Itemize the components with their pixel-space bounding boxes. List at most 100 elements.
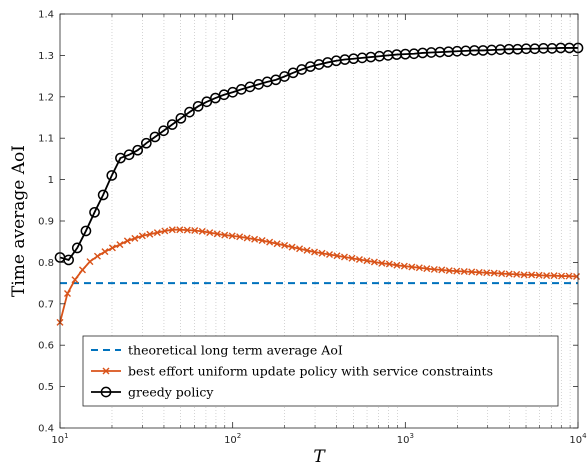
data-point <box>123 149 135 161</box>
data-point <box>176 226 184 234</box>
data-point <box>408 263 416 271</box>
legend-entry-2: greedy policy <box>91 385 214 400</box>
data-point <box>318 249 326 257</box>
data-point <box>86 258 94 266</box>
data-point <box>63 289 71 297</box>
data-point <box>415 264 423 272</box>
y-tick-label: 0.8 <box>38 258 54 269</box>
data-point <box>146 230 154 238</box>
data-point <box>123 237 131 245</box>
data-point <box>281 241 289 249</box>
x-tick-label: 104 <box>569 432 587 446</box>
y-tick-label: 1.4 <box>38 10 54 21</box>
x-tick-label: 103 <box>397 432 414 446</box>
x-tick-exponent: 3 <box>409 432 413 440</box>
data-point <box>243 234 251 242</box>
data-point <box>166 119 178 130</box>
data-point <box>326 251 334 259</box>
data-point <box>149 131 161 143</box>
data-point <box>206 229 214 237</box>
data-point <box>251 235 259 243</box>
x-axis-label: T <box>313 447 326 467</box>
data-point <box>535 271 543 279</box>
data-point <box>273 240 281 248</box>
data-point <box>236 233 244 241</box>
legend-marker <box>100 386 112 398</box>
legend: theoretical long term average AoI best ef… <box>82 335 559 407</box>
data-point <box>513 270 521 278</box>
y-tick-label: 1.2 <box>38 92 54 103</box>
data-point <box>266 238 274 246</box>
data-point <box>93 252 101 260</box>
data-point <box>108 244 116 252</box>
x-tick-mantissa: 10 <box>569 435 582 446</box>
data-point <box>498 270 506 278</box>
data-point <box>71 242 83 254</box>
data-point <box>79 266 86 274</box>
data-point <box>198 227 206 235</box>
series-1 <box>56 226 581 326</box>
data-point <box>140 137 152 149</box>
data-point <box>106 170 118 181</box>
data-point <box>184 106 195 118</box>
x-tick-label: 102 <box>224 432 241 446</box>
data-point <box>192 100 204 112</box>
data-point <box>528 271 536 279</box>
data-point <box>63 254 74 266</box>
y-tick-label: 0.9 <box>38 217 54 228</box>
y-tick-label: 0.4 <box>38 424 54 435</box>
data-point <box>191 227 199 235</box>
y-axis-label: Time average AoI <box>9 145 29 297</box>
data-point <box>116 241 124 249</box>
x-tick-exponent: 1 <box>64 432 68 440</box>
data-point <box>453 267 461 275</box>
data-point <box>158 125 169 137</box>
data-point <box>445 267 453 275</box>
data-point <box>340 253 348 261</box>
data-point <box>370 258 378 266</box>
series-group <box>54 42 584 326</box>
series-line-2 <box>59 47 578 261</box>
x-tick-label: 101 <box>51 432 68 446</box>
data-point <box>573 272 581 280</box>
data-point <box>483 269 491 277</box>
legend-entry-1: best effort uniform update policy with s… <box>91 364 493 379</box>
x-tick-mantissa: 10 <box>397 435 410 446</box>
x-tick-mantissa: 10 <box>51 435 64 446</box>
data-point <box>490 269 498 277</box>
data-point <box>153 229 161 237</box>
data-point <box>89 206 100 218</box>
data-point <box>258 236 266 244</box>
series-line-1 <box>59 228 577 323</box>
data-point <box>101 248 109 256</box>
data-point <box>228 232 236 240</box>
data-point <box>97 189 109 201</box>
data-point <box>348 254 356 262</box>
y-tick-label: 0.7 <box>38 299 54 310</box>
data-point <box>393 261 401 269</box>
data-point <box>558 272 566 280</box>
data-point <box>520 271 528 279</box>
data-point <box>213 230 221 238</box>
y-tick-label: 0.6 <box>38 341 54 352</box>
legend-label: best effort uniform update policy with s… <box>128 364 493 379</box>
data-point <box>138 232 146 240</box>
data-point <box>565 272 573 280</box>
data-point <box>303 246 311 254</box>
x-tick-exponent: 4 <box>582 432 587 440</box>
y-tick-label: 0.5 <box>38 382 54 393</box>
data-point <box>168 226 176 234</box>
x-tick-exponent: 2 <box>237 432 241 440</box>
data-point <box>221 231 229 239</box>
data-point <box>385 260 393 268</box>
legend-entry-0: theoretical long term average AoI <box>91 343 343 358</box>
data-point <box>161 227 169 235</box>
data-point <box>430 265 438 273</box>
data-point <box>505 270 513 278</box>
data-point <box>438 266 446 274</box>
data-point <box>131 234 139 242</box>
data-point <box>279 71 290 82</box>
legend-label: theoretical long term average AoI <box>128 343 343 358</box>
